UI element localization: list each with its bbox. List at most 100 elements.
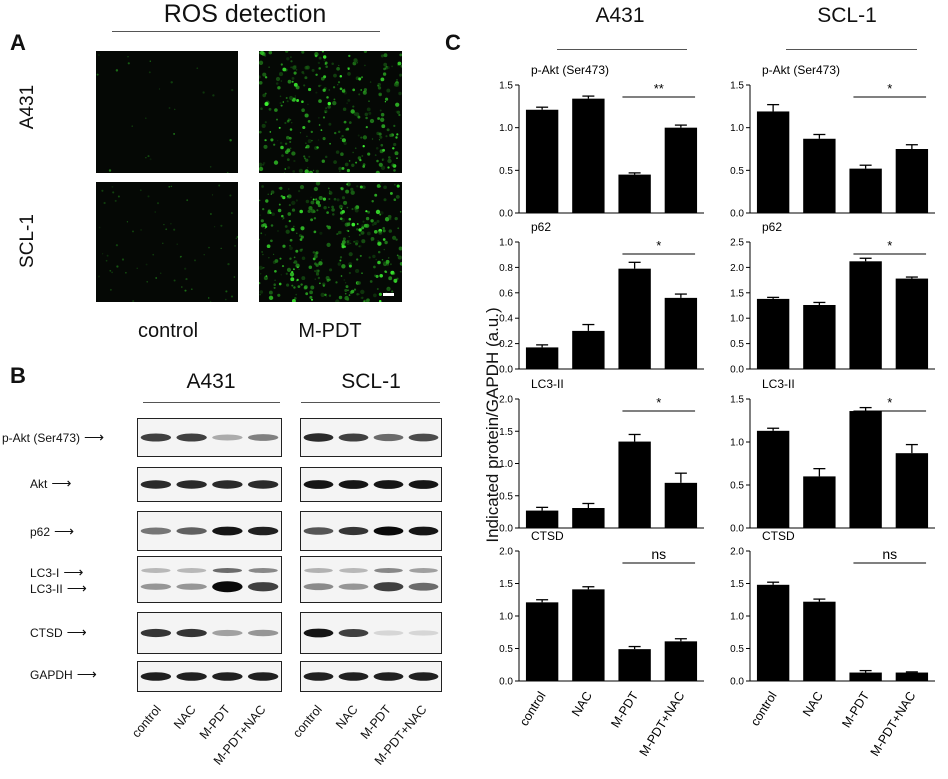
protein-band (140, 583, 172, 590)
fluorescent-cell (321, 259, 323, 261)
fluorescent-cell (97, 54, 100, 56)
fluorescent-cell (272, 253, 275, 256)
fluorescent-cell (360, 297, 362, 299)
fluorescent-cell (289, 147, 292, 150)
fluorescent-cell (121, 258, 125, 261)
fluorescent-cell (294, 297, 297, 300)
fluorescent-cell (309, 219, 312, 222)
fluorescent-cell (173, 279, 176, 282)
fluorescent-cell (279, 141, 283, 145)
fluorescent-cell (397, 255, 402, 260)
fluorescent-cell (261, 251, 263, 253)
fluorescent-cell (357, 156, 362, 160)
lane-label: control (290, 702, 326, 741)
fluorescent-cell (341, 196, 346, 200)
fluorescent-cell (176, 243, 178, 245)
protein-band (338, 629, 369, 637)
fluorescent-cell (373, 229, 378, 234)
fluorescent-cell (266, 244, 271, 249)
fluorescent-cell (381, 159, 384, 161)
y-tick-label: 0.0 (499, 209, 513, 220)
protein-band (176, 672, 207, 681)
fluorescent-cell (315, 182, 321, 186)
chart-title: CTSD (762, 529, 795, 543)
fluorescent-cell (329, 192, 331, 195)
fluorescent-cell (274, 108, 278, 112)
protein-band (247, 434, 279, 441)
blot-scl1-gapdh (300, 661, 442, 692)
blot-label-gapdh: GAPDH ⟶ (30, 666, 97, 683)
fluorescent-cell (312, 251, 316, 254)
fluorescent-cell (259, 238, 261, 241)
protein-band (373, 630, 404, 636)
fluorescent-cell (341, 134, 344, 138)
fluorescent-cell (259, 75, 261, 79)
bar-chart-p62-scl-1: 0.0 0.5 1.0 1.5 2.0 2.5 p62 * (730, 220, 935, 376)
blot-a431-lc3 (137, 556, 282, 603)
fluorescent-cell (365, 216, 370, 221)
fluorescent-cell (306, 135, 308, 138)
fluorescent-cell (297, 189, 301, 193)
fluorescent-cell (376, 131, 380, 136)
fluorescent-cell (361, 239, 366, 244)
fluorescent-cell (279, 186, 283, 190)
protein-band (338, 672, 369, 681)
fluorescent-cell (264, 101, 269, 107)
significance-label: ** (654, 81, 664, 96)
fluorescent-cell (353, 288, 357, 291)
protein-band (140, 672, 172, 681)
micrograph-scl1-control (96, 182, 238, 302)
arrow-right-icon: ⟶ (54, 523, 75, 539)
fluorescent-cell (393, 142, 397, 147)
fluorescent-cell (382, 238, 386, 241)
fluorescent-cell (381, 124, 386, 129)
fluorescent-cell (328, 190, 331, 192)
fluorescent-cell (288, 95, 294, 101)
panel-b-letter: B (10, 363, 26, 388)
fluorescent-cell (310, 130, 313, 134)
fluorescent-cell (380, 77, 385, 82)
fluorescent-cell (381, 158, 385, 161)
fluorescent-cell (379, 182, 382, 184)
fluorescent-cell (98, 226, 101, 229)
fluorescent-cell (397, 61, 402, 66)
fluorescent-cell (380, 211, 384, 215)
fluorescent-cell (327, 105, 331, 109)
significance-label: * (656, 395, 661, 410)
fluorescent-cell (356, 62, 358, 64)
protein-band (212, 581, 243, 593)
fluorescent-cell (301, 256, 306, 261)
fluorescent-cell (336, 198, 340, 202)
fluorescent-cell (356, 258, 359, 261)
fluorescent-cell (392, 272, 396, 275)
fluorescent-cell (277, 293, 281, 297)
fluorescent-cell (259, 214, 261, 216)
chart-title: p-Akt (Ser473) (531, 63, 609, 77)
fluorescent-cell (352, 61, 357, 66)
fluorescent-cell (284, 142, 288, 146)
fluorescent-cell (207, 297, 210, 299)
fluorescent-cell (378, 139, 381, 141)
fluorescent-cell (270, 224, 274, 227)
fluorescent-cell (340, 207, 343, 210)
fluorescent-cell (114, 199, 117, 202)
fluorescent-cell (382, 229, 386, 233)
fluorescent-cell (132, 300, 135, 302)
fluorescent-cell (127, 56, 129, 58)
fluorescent-cell (278, 126, 281, 129)
fluorescent-cell (156, 202, 160, 205)
panel-a-col-label-mpdt: M-PDT (298, 320, 362, 342)
protein-band (247, 672, 279, 681)
fluorescent-cell (293, 71, 297, 75)
fluorescent-cell (358, 77, 362, 81)
fluorescent-cell (382, 148, 386, 152)
fluorescent-cell (270, 190, 275, 194)
fluorescent-cell (367, 152, 371, 156)
fluorescent-cell (347, 98, 351, 102)
fluorescent-cell (111, 185, 114, 188)
y-tick-label: 0.0 (730, 365, 744, 376)
bar-chart-p-akt-ser473--scl-1: 0.0 0.5 1.0 1.5 p-Akt (Ser473) * (730, 63, 935, 220)
fluorescent-cell (351, 163, 355, 167)
fluorescent-cell (375, 209, 381, 215)
fluorescent-cell (396, 157, 398, 159)
